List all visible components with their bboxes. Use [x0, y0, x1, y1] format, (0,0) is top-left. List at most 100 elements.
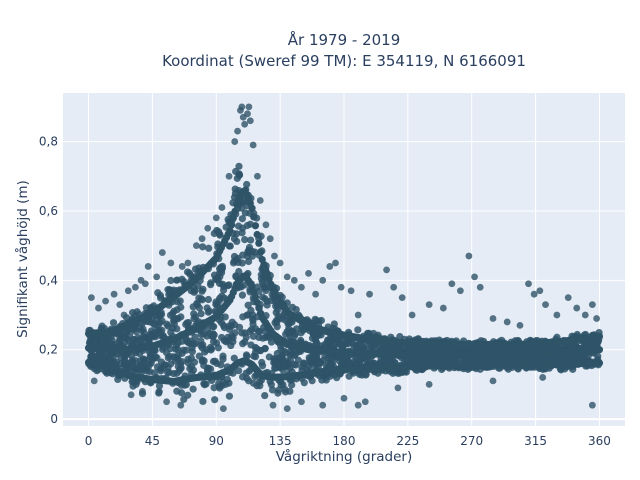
- data-point: [261, 391, 269, 400]
- data-point: [230, 354, 238, 362]
- data-point: [243, 221, 251, 230]
- data-point: [299, 326, 307, 335]
- data-point: [536, 287, 544, 295]
- data-point: [354, 326, 362, 334]
- x-tick-label: 315: [524, 434, 547, 448]
- data-point: [256, 346, 264, 355]
- data-point: [270, 355, 278, 363]
- data-point: [200, 381, 209, 389]
- data-point: [394, 384, 402, 392]
- data-point: [174, 351, 182, 360]
- data-point: [231, 207, 239, 215]
- data-point: [238, 215, 246, 223]
- data-point: [271, 252, 278, 260]
- data-point: [272, 364, 280, 372]
- data-point: [225, 392, 234, 400]
- data-point: [553, 311, 561, 319]
- data-point: [187, 340, 195, 348]
- data-point: [238, 229, 246, 237]
- data-point: [308, 353, 316, 362]
- data-point: [542, 301, 549, 308]
- data-point: [234, 367, 243, 375]
- data-point: [184, 259, 192, 267]
- data-point: [241, 120, 249, 128]
- data-point: [573, 304, 581, 312]
- data-point: [205, 244, 213, 252]
- data-point: [212, 339, 221, 347]
- data-point: [595, 346, 604, 354]
- data-point: [345, 372, 353, 380]
- data-point: [312, 316, 320, 325]
- data-point: [238, 291, 247, 299]
- data-point: [229, 214, 237, 222]
- data-point: [319, 276, 327, 284]
- data-point: [210, 384, 218, 392]
- x-tick-label: 180: [333, 434, 356, 448]
- data-point: [489, 315, 497, 322]
- data-point: [219, 280, 227, 288]
- x-tick-label: 45: [145, 434, 160, 448]
- data-point: [525, 280, 532, 288]
- data-point: [332, 259, 339, 267]
- data-point: [356, 355, 365, 364]
- data-point: [250, 213, 258, 221]
- data-point: [262, 221, 270, 229]
- data-point: [100, 353, 108, 361]
- data-point: [439, 304, 447, 312]
- x-axis-ticks: 0 45 90 135 180 225 270 315 360: [85, 434, 611, 448]
- data-point: [184, 391, 192, 399]
- data-point: [229, 338, 237, 346]
- data-point: [157, 367, 165, 375]
- data-point: [408, 311, 416, 319]
- data-point: [245, 103, 253, 111]
- x-tick-label: 270: [460, 434, 483, 448]
- data-point: [233, 237, 241, 246]
- data-point: [312, 290, 320, 298]
- data-point: [465, 252, 473, 260]
- data-point: [161, 361, 169, 369]
- data-point: [365, 329, 373, 337]
- data-point: [337, 283, 345, 291]
- data-point: [425, 301, 433, 308]
- data-point: [175, 367, 183, 375]
- data-point: [249, 141, 257, 149]
- data-point: [225, 325, 233, 333]
- data-point: [178, 357, 186, 366]
- data-point: [191, 313, 200, 321]
- data-point: [184, 318, 193, 327]
- data-point: [251, 353, 260, 361]
- data-point: [167, 259, 175, 267]
- data-point: [214, 228, 223, 236]
- data-point: [326, 263, 334, 270]
- data-point: [174, 315, 182, 323]
- data-point: [298, 363, 306, 371]
- data-point: [167, 276, 175, 285]
- data-point: [309, 330, 318, 338]
- data-point: [283, 405, 291, 413]
- data-point: [139, 333, 147, 341]
- data-point: [173, 387, 181, 395]
- data-point: [124, 287, 132, 295]
- data-point: [235, 171, 243, 179]
- data-point: [219, 352, 227, 360]
- data-point: [247, 236, 255, 244]
- data-point: [266, 235, 274, 243]
- data-point: [262, 286, 270, 295]
- data-point: [110, 290, 118, 298]
- data-point: [294, 356, 302, 364]
- data-point: [163, 398, 171, 406]
- data-point: [197, 310, 205, 318]
- data-point: [145, 361, 153, 369]
- data-point: [234, 127, 241, 135]
- data-point: [298, 283, 305, 291]
- data-point: [204, 308, 213, 316]
- data-point: [246, 117, 254, 125]
- data-point: [361, 398, 369, 406]
- data-point: [471, 273, 478, 281]
- data-point: [177, 401, 185, 409]
- data-point: [120, 311, 128, 319]
- data-point: [142, 304, 150, 312]
- data-point: [127, 391, 135, 399]
- data-point: [290, 332, 299, 340]
- data-point: [212, 214, 220, 222]
